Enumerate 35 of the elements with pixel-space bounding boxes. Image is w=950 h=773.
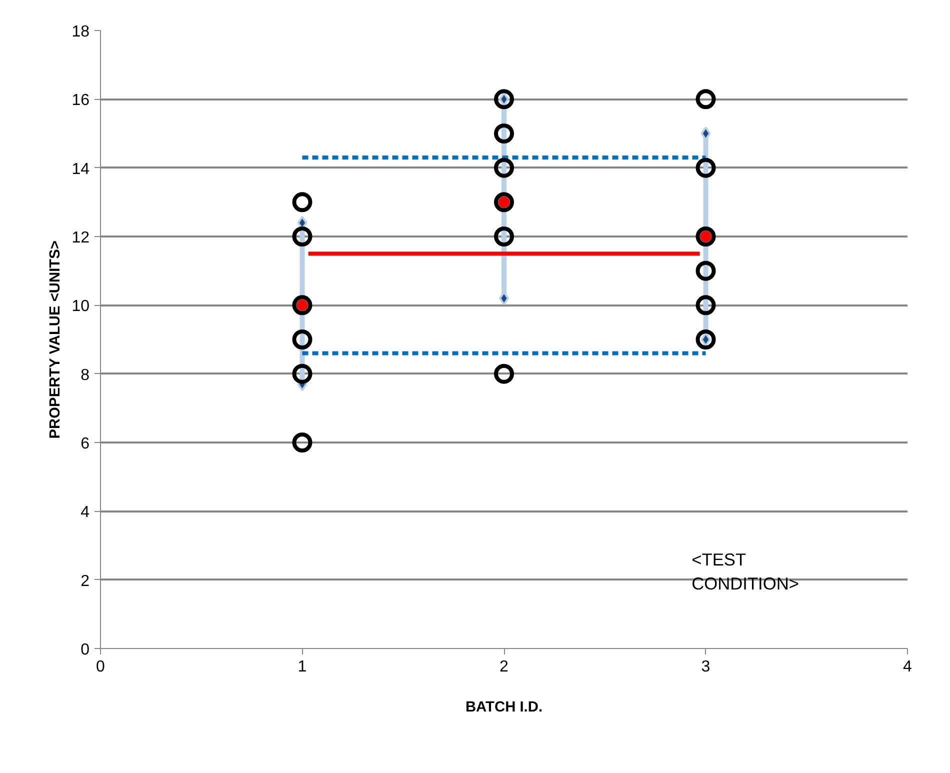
point (292, 226, 312, 246)
x-axis-title: BATCH I.D. (465, 700, 543, 716)
point (292, 192, 312, 212)
y-tick-label: 10 (72, 298, 90, 316)
y-tick-label: 0 (80, 642, 90, 658)
point (292, 364, 312, 384)
point (696, 89, 716, 110)
point (292, 295, 312, 316)
point (696, 295, 716, 316)
x-tick-label: 3 (701, 658, 710, 676)
y-tick-label: 18 (72, 24, 90, 40)
y-tick-label: 2 (80, 572, 90, 590)
point (292, 330, 312, 350)
y-tick-label: 4 (80, 504, 90, 522)
point (292, 432, 312, 452)
y-axis-title: PROPERTY VALUE <UNITS> (48, 240, 64, 439)
point (696, 226, 716, 246)
annotation: <TEST CONDITION> (692, 550, 799, 594)
point (494, 192, 514, 212)
y-tick-label: 14 (72, 160, 90, 178)
point (494, 226, 514, 246)
x-tick-label: 1 (298, 658, 307, 676)
point (696, 330, 716, 350)
point (696, 158, 716, 178)
y-tick-label: 6 (80, 436, 90, 452)
point (494, 364, 514, 384)
point (696, 260, 716, 281)
x-tick-label: 2 (500, 658, 509, 676)
x-tick-label: 0 (96, 658, 106, 676)
y-tick-label: 16 (72, 92, 90, 110)
x-tick-label: 4 (903, 658, 912, 676)
y-tick-label: 12 (72, 230, 90, 246)
point (494, 158, 514, 178)
point (494, 124, 514, 144)
y-tick-label: 8 (80, 366, 90, 384)
